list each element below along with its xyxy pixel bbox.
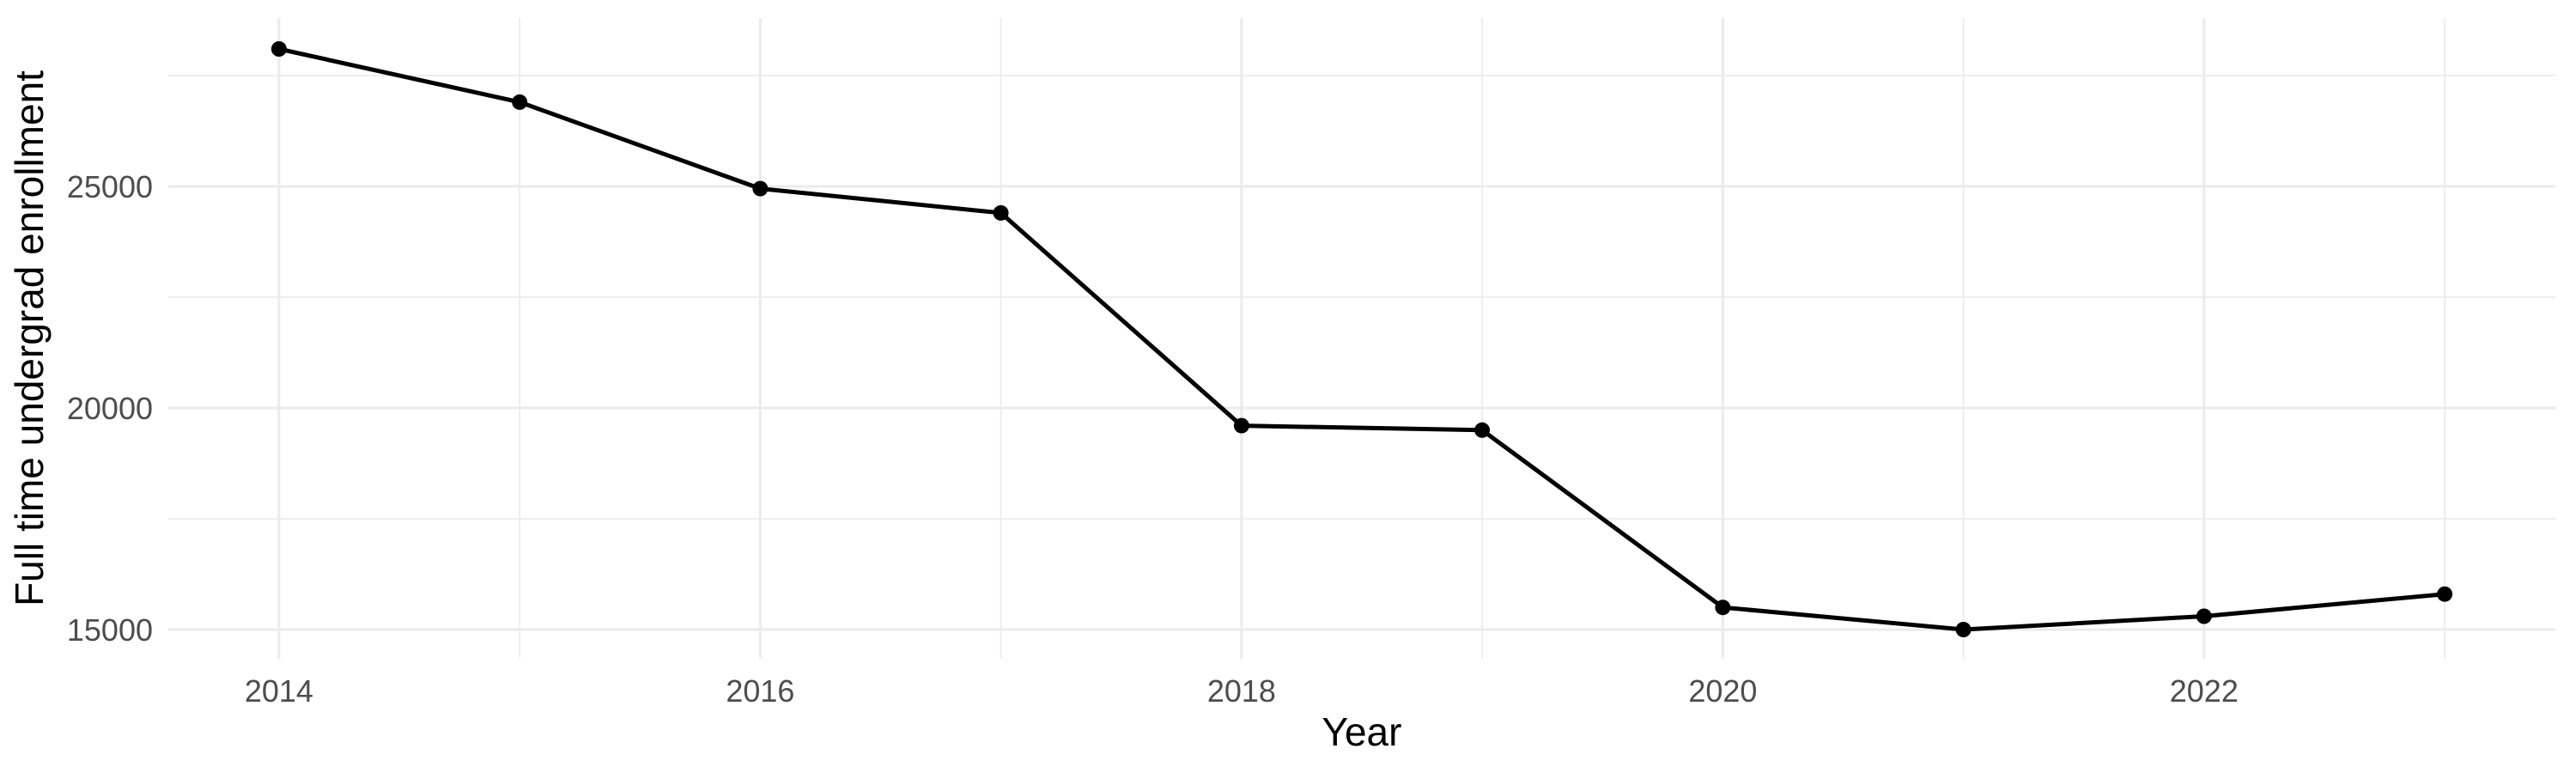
y-axis-title: Full time undergrad enrollment	[7, 70, 52, 606]
data-point-2019	[1474, 422, 1491, 438]
data-point-2023	[2437, 586, 2453, 602]
data-point-2017	[993, 204, 1009, 221]
y-tick-label: 25000	[67, 169, 153, 204]
data-point-2018	[1233, 417, 1249, 434]
x-tick-label: 2022	[2170, 673, 2239, 709]
x-tick-label: 2014	[245, 673, 313, 709]
x-tick-label: 2020	[1688, 673, 1757, 709]
data-point-2014	[270, 41, 287, 57]
data-point-2020	[1715, 600, 1731, 616]
data-point-2021	[1955, 622, 1971, 637]
enrollment-line	[276, 46, 2447, 632]
y-tick-label: 20000	[67, 391, 153, 426]
data-point-2015	[512, 94, 528, 110]
data-point-2022	[2196, 608, 2212, 624]
data-point-2016	[752, 180, 769, 197]
y-tick-label: 15000	[67, 612, 153, 648]
plot-area: 15000 20000 25000 2014 2016 2018 2020 2022	[67, 18, 2555, 709]
x-tick-label: 2016	[726, 673, 794, 709]
x-axis-title: Year	[1322, 709, 1402, 754]
x-tick-label: 2018	[1207, 673, 1276, 709]
